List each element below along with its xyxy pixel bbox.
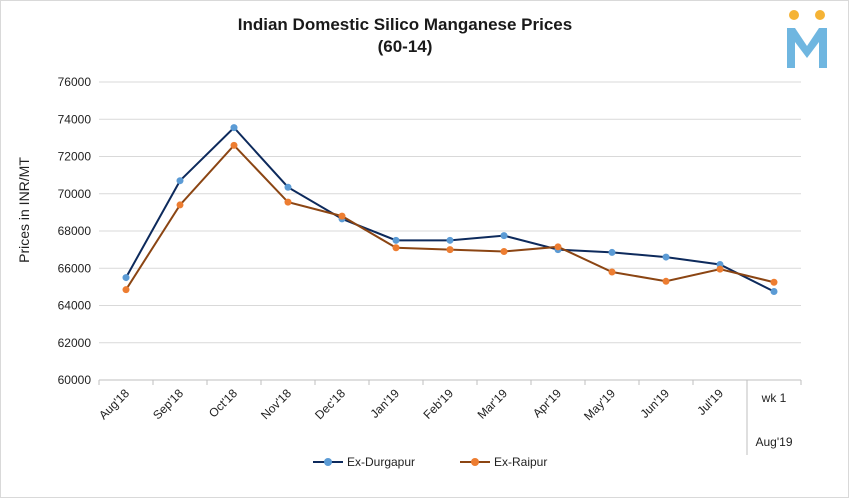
x-tick-label: wk 1 bbox=[761, 391, 787, 405]
data-point-ex-durgapur bbox=[662, 253, 670, 261]
data-point-ex-raipur bbox=[230, 141, 238, 149]
y-tick-label: 66000 bbox=[58, 261, 92, 275]
legend-marker bbox=[471, 458, 479, 466]
x-tick-label: Jun'19 bbox=[637, 386, 672, 421]
data-point-ex-raipur bbox=[500, 247, 508, 255]
y-tick-label: 68000 bbox=[58, 224, 92, 238]
brand-logo bbox=[787, 10, 827, 68]
data-point-ex-raipur bbox=[284, 198, 292, 206]
y-tick-label: 64000 bbox=[58, 299, 92, 313]
chart-title: Indian Domestic Silico Manganese Prices … bbox=[0, 14, 810, 58]
x-group-label: Aug'19 bbox=[756, 435, 793, 449]
x-tick-label: Mar'19 bbox=[475, 386, 511, 422]
y-tick-label: 72000 bbox=[58, 150, 92, 164]
data-point-ex-raipur bbox=[392, 244, 400, 252]
x-tick-label: Apr'19 bbox=[530, 386, 564, 420]
y-tick-label: 62000 bbox=[58, 336, 92, 350]
x-tick-label: Dec'18 bbox=[312, 386, 348, 422]
x-tick-label: Sep'18 bbox=[150, 386, 186, 422]
legend-marker bbox=[324, 458, 332, 466]
y-tick-label: 70000 bbox=[58, 187, 92, 201]
data-point-ex-raipur bbox=[662, 277, 670, 285]
x-tick-label: Nov'18 bbox=[258, 386, 294, 422]
data-point-ex-durgapur bbox=[284, 183, 292, 191]
x-tick-label: Oct'18 bbox=[206, 386, 240, 420]
data-point-ex-durgapur bbox=[392, 236, 400, 244]
data-point-ex-durgapur bbox=[500, 232, 508, 240]
y-tick-label: 60000 bbox=[58, 373, 92, 387]
data-point-ex-durgapur bbox=[446, 236, 454, 244]
x-tick-label: Jan'19 bbox=[367, 386, 402, 421]
data-point-ex-raipur bbox=[554, 243, 562, 251]
logo-dot-left bbox=[789, 10, 799, 20]
series-line-ex-durgapur bbox=[125, 126, 775, 293]
y-tick-label: 74000 bbox=[58, 112, 92, 126]
data-point-ex-durgapur bbox=[230, 124, 238, 132]
legend-item: Ex-Raipur bbox=[460, 455, 547, 469]
logo-dot-right bbox=[815, 10, 825, 20]
legend-swatch bbox=[313, 457, 343, 467]
data-point-ex-raipur bbox=[122, 286, 130, 294]
chart-title-line2: (60-14) bbox=[377, 37, 433, 56]
legend-swatch bbox=[460, 457, 490, 467]
data-point-ex-raipur bbox=[716, 265, 724, 273]
data-point-ex-raipur bbox=[446, 246, 454, 254]
x-tick-label: Feb'19 bbox=[421, 386, 457, 422]
data-point-ex-durgapur bbox=[770, 288, 778, 296]
data-point-ex-raipur bbox=[608, 268, 616, 276]
data-point-ex-durgapur bbox=[608, 248, 616, 256]
data-point-ex-raipur bbox=[770, 278, 778, 286]
x-tick-label: Jul'19 bbox=[694, 386, 726, 418]
logo-m-shape bbox=[787, 28, 827, 68]
chart-title-line1: Indian Domestic Silico Manganese Prices bbox=[237, 15, 573, 34]
legend-label: Ex-Durgapur bbox=[347, 455, 416, 469]
data-point-ex-durgapur bbox=[122, 274, 130, 282]
x-tick-label: Aug'18 bbox=[96, 386, 132, 422]
legend-label: Ex-Raipur bbox=[494, 455, 548, 469]
data-point-ex-durgapur bbox=[176, 177, 184, 185]
y-tick-label: 76000 bbox=[58, 75, 92, 89]
legend-item: Ex-Durgapur bbox=[313, 455, 415, 469]
x-tick-label: May'19 bbox=[581, 386, 618, 423]
legend: Ex-Durgapur Ex-Raipur bbox=[0, 455, 849, 475]
data-point-ex-raipur bbox=[176, 201, 184, 209]
data-point-ex-raipur bbox=[338, 212, 346, 220]
